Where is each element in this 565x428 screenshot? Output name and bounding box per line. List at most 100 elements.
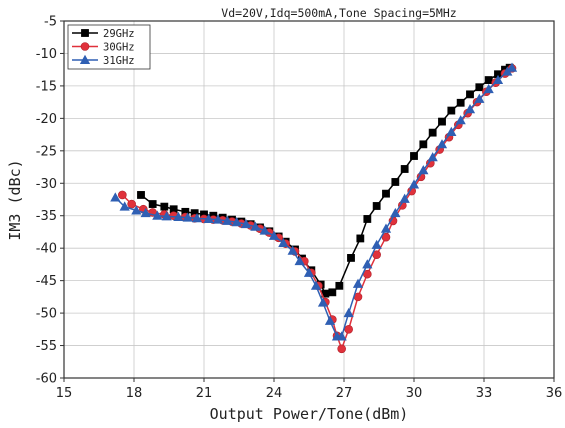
legend-marker [79,54,91,64]
data-point [131,205,142,215]
plot-background [64,21,554,378]
y-tick-label: -45 [36,274,57,289]
data-point [371,239,382,249]
data-point [148,200,157,208]
data-point [160,202,169,211]
legend-marker [81,29,89,37]
data-point [240,218,252,229]
data-point [118,190,127,200]
data-point [231,217,242,227]
x-tick-label: 18 [126,386,143,401]
data-point [456,98,465,107]
x-tick-label: 36 [546,386,563,401]
y-tick-label: -10 [36,47,57,62]
data-point [408,179,420,189]
data-point [362,259,373,269]
data-point [250,221,261,231]
data-point [294,255,305,266]
data-point [344,325,353,334]
data-point [436,139,448,149]
legend-label: 31GHz [103,55,135,67]
legend-label: 30GHz [103,41,135,53]
data-point [324,315,336,325]
axis-ticks: 15 18 21 24 27 30 33 36 -5 -10 -15 -20 -25 -30 -35 -40 -… [36,15,563,402]
legend-label: 29GHz [103,28,135,40]
y-tick-label: -5 [44,15,57,30]
data-point [173,211,184,222]
y-tick-label: -40 [36,242,57,257]
data-point [310,280,322,290]
x-tick-label: 33 [476,386,493,401]
data-point [475,83,484,92]
y-tick-label: -30 [36,177,57,192]
data-point [492,74,504,85]
data-point [474,93,485,103]
data-point [337,344,346,354]
x-tick-label: 21 [196,386,213,401]
data-point [466,90,474,99]
data-point [447,106,456,115]
data-point [419,140,428,149]
data-point [399,193,410,203]
data-point [418,165,429,175]
data-point [287,245,298,255]
data-point [152,210,163,220]
data-point [161,211,172,221]
data-point [347,254,355,262]
data-point [428,128,437,137]
data-point [119,201,130,211]
data-point [400,165,409,173]
data-point [222,215,233,225]
data-point [203,213,214,223]
data-point [268,230,280,240]
data-point [506,62,518,72]
data-point [110,192,121,202]
data-point [137,191,145,199]
data-point [212,214,224,224]
data-point [380,223,392,233]
y-tick-label: -25 [36,144,57,159]
data-point [191,213,203,223]
data-point [372,202,381,210]
data-point [390,207,401,218]
y-tick-label: -55 [36,339,57,354]
y-tick-label: -35 [36,209,57,224]
data-point [182,212,193,222]
data-point [278,237,289,247]
x-tick-label: 30 [406,386,423,401]
data-point [455,115,466,125]
data-point [438,117,446,126]
data-point [410,152,418,160]
data-point [335,281,344,290]
x-tick-label: 27 [336,386,353,401]
data-point [343,307,354,318]
data-point [352,278,364,288]
data-point [127,199,136,209]
y-tick-label: -15 [36,79,57,94]
data-point [391,178,400,186]
data-point [427,152,438,162]
data-point [336,331,347,341]
data-point [259,225,270,235]
data-point [317,297,329,307]
data-point [303,267,315,277]
plot-frame [63,20,555,379]
data-point [483,83,494,94]
y-tick-label: -20 [36,112,57,127]
data-point [356,234,365,243]
series-31GHz [110,62,518,341]
x-axis-title: Output Power/Tone(dBm) [210,405,409,423]
data-point [382,189,390,198]
y-axis-title: IM3 (dBc) [6,159,24,240]
y-tick-label: -50 [36,307,57,322]
x-tick-label: 15 [56,386,73,401]
chart-title: Vd=20V,Idq=500mA,Tone Spacing=5MHz [221,6,456,20]
data-point [363,215,372,223]
data-point [464,104,476,114]
data-point [484,76,493,84]
data-point [328,288,337,297]
series-lines [110,62,518,354]
